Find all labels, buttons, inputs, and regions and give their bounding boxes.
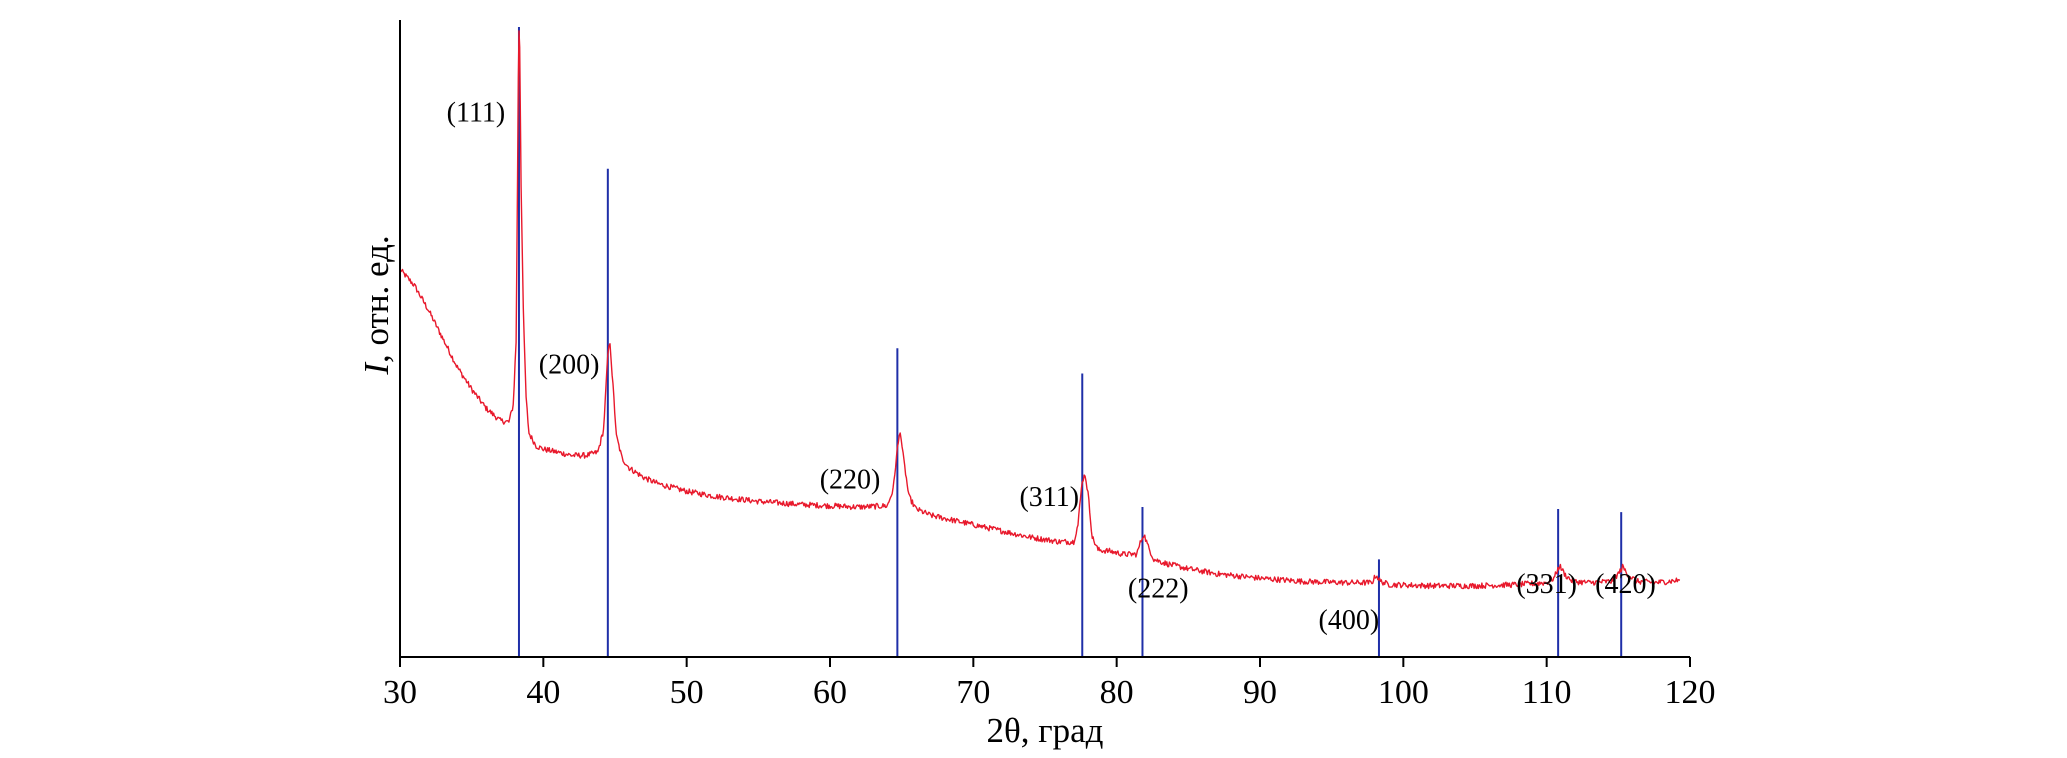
peak-label-3: (311) [1019,482,1079,513]
x-tick-label-90: 90 [1243,674,1277,711]
x-tick-label-70: 70 [956,674,990,711]
peak-label-7: (420) [1595,569,1656,600]
x-tick-label-60: 60 [813,674,847,711]
peak-label-1: (200) [539,350,600,381]
peak-label-5: (400) [1319,605,1380,636]
x-tick-label-110: 110 [1522,674,1572,711]
y-axis-variable: I [357,361,396,376]
x-tick-label-50: 50 [670,674,704,711]
pattern-series [399,30,1681,590]
x-tick-label-120: 120 [1665,674,1716,711]
x-tick-label-40: 40 [526,674,560,711]
x-tick-label-80: 80 [1100,674,1134,711]
axes [399,20,1690,658]
peak-label-2: (220) [820,464,881,495]
peak-labels: (111) (200) (220) (311) (222) (400) (331) (420) [447,98,1656,636]
reference-lines [517,27,1623,657]
y-axis-label: I, отн. ед. [357,235,396,375]
x-ticks: 30 40 50 60 70 80 90 100 110 120 [383,657,1716,711]
peak-label-6: (331) [1516,569,1577,600]
peak-label-0: (111) [447,98,506,129]
peak-label-4: (222) [1128,573,1189,604]
x-axis-label: 2θ, град [987,711,1104,750]
y-axis-unit: , отн. ед. [357,235,396,363]
x-tick-label-30: 30 [383,674,417,711]
x-tick-label-100: 100 [1378,674,1429,711]
pattern-line [399,30,1681,590]
